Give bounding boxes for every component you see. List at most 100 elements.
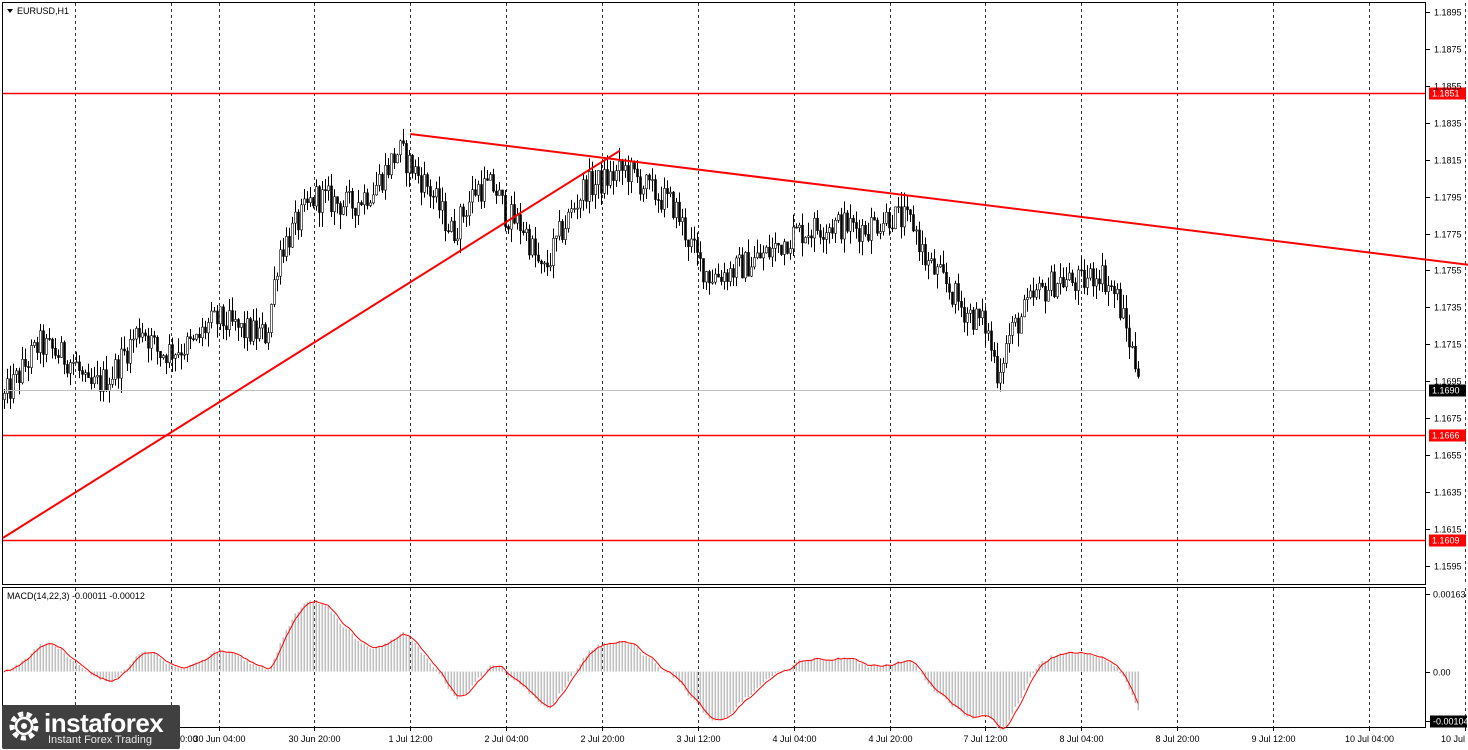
macd-bar [453, 671, 456, 697]
candle [432, 190, 435, 210]
macd-bar [576, 668, 579, 672]
candle [129, 329, 132, 374]
candle [444, 192, 447, 242]
candle [705, 270, 708, 291]
candle [984, 306, 987, 346]
level-price-box [1429, 534, 1466, 547]
macd-bar [957, 671, 960, 710]
candle [447, 223, 450, 234]
macd-bar [789, 669, 792, 672]
macd-bar [480, 671, 483, 677]
candle [504, 190, 507, 232]
candle [273, 266, 276, 308]
macd-bar [27, 657, 30, 672]
macd-bar [753, 671, 756, 692]
candle [1116, 283, 1119, 301]
candle [15, 368, 18, 384]
candle [951, 291, 954, 308]
macd-bar [738, 671, 741, 703]
candle [33, 339, 36, 348]
macd-bar [306, 601, 309, 672]
candle [234, 310, 237, 331]
candle [588, 158, 591, 214]
macd-bar [1080, 651, 1083, 672]
candle [807, 222, 810, 245]
candle [1026, 288, 1029, 312]
macd-bar [279, 643, 282, 672]
macd-bar [1014, 671, 1017, 707]
candle [519, 202, 522, 245]
candle [744, 251, 747, 283]
macd-bar [717, 671, 720, 721]
candle [564, 215, 567, 245]
candle [354, 207, 357, 228]
macd-bar [918, 671, 921, 673]
candle [201, 317, 204, 347]
candle [492, 168, 495, 193]
macd-bar [906, 660, 909, 672]
macd-bar [369, 648, 372, 672]
candle [1065, 267, 1068, 292]
macd-bar [984, 671, 987, 716]
candle [1131, 341, 1134, 349]
macd-bar [402, 631, 405, 672]
candle [480, 170, 483, 209]
candle [585, 175, 588, 209]
candle [750, 256, 753, 278]
macd-bar [600, 645, 603, 672]
candle [801, 213, 804, 257]
candle [1032, 277, 1035, 306]
macd-bar [1062, 653, 1065, 672]
candle [732, 264, 735, 287]
macd-bar [123, 669, 126, 672]
candle [738, 246, 741, 267]
candle [912, 205, 915, 233]
macd-bar [39, 644, 42, 672]
candle [1086, 265, 1089, 296]
macd-bar [411, 640, 414, 672]
macd-bar [927, 671, 930, 685]
macd-bar [771, 671, 774, 676]
macd-bar [513, 671, 516, 681]
macd-bar [687, 671, 690, 696]
candle [99, 367, 102, 402]
macd-bar [462, 671, 465, 696]
macd-bar [87, 671, 90, 673]
gear-icon [9, 711, 39, 741]
candle [138, 318, 141, 344]
macd-bar [615, 642, 618, 672]
candle [804, 236, 807, 244]
macd-bar [720, 671, 723, 721]
candle [1020, 313, 1023, 334]
candle [1068, 262, 1071, 281]
macd-bar [900, 662, 903, 672]
candle [606, 155, 609, 195]
macd-bar [804, 660, 807, 672]
macd-bar [759, 671, 762, 686]
macd-bar [948, 671, 951, 703]
macd-bar [606, 643, 609, 672]
symbol-menu-triangle-icon[interactable] [7, 9, 13, 13]
macd-bar [258, 666, 261, 672]
level-price-label: 1.1609 [1432, 536, 1460, 546]
candle [192, 334, 195, 342]
macd-bar [30, 653, 33, 672]
candle [1041, 279, 1044, 289]
macd-bar [729, 671, 732, 714]
macd-bar [333, 614, 336, 672]
macd-bar [915, 665, 918, 672]
macd-bar [525, 671, 528, 689]
candle [723, 262, 726, 290]
candle [195, 333, 198, 342]
candle [1044, 282, 1047, 314]
macd-bar [444, 671, 447, 684]
macd-bar [1074, 654, 1077, 672]
macd-bar [270, 665, 273, 672]
candle [684, 208, 687, 248]
macd-bar [675, 671, 678, 679]
macd-bar [972, 671, 975, 720]
candle [1125, 295, 1128, 342]
candle [411, 153, 414, 179]
candle [258, 317, 261, 342]
